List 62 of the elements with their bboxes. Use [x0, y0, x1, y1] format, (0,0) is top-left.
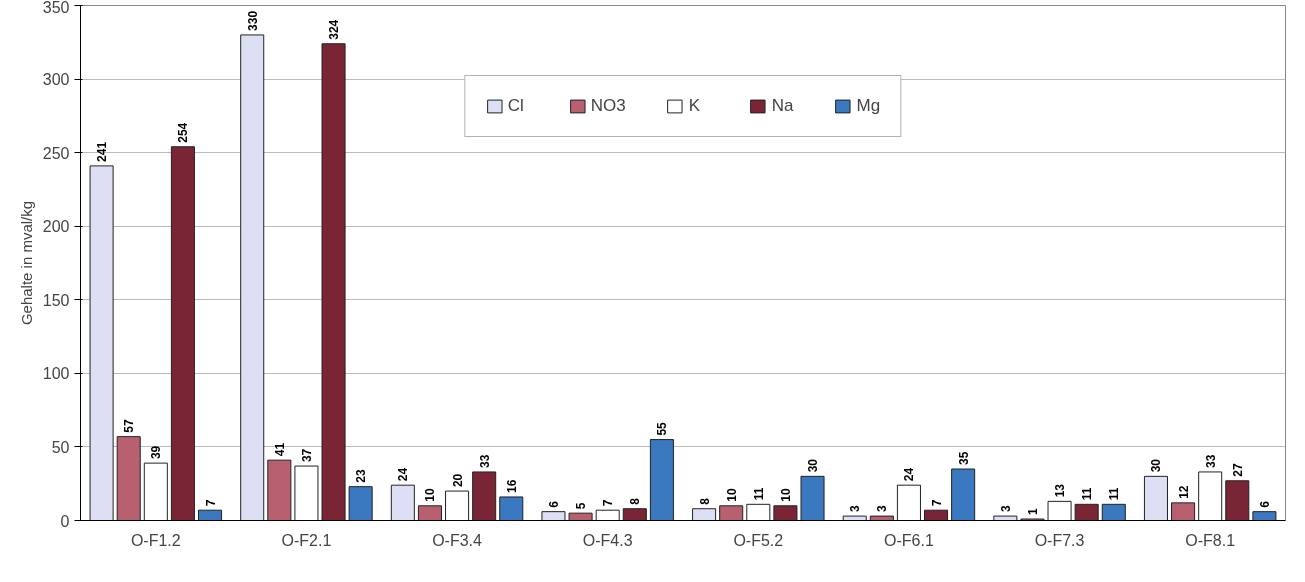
legend-label: Cl [507, 96, 525, 116]
data-label: 8 [697, 497, 712, 505]
x-tick-label: O-F7.3 [1034, 531, 1085, 549]
data-label: 10 [724, 488, 739, 502]
data-label: 27 [1230, 463, 1245, 477]
y-tick-label: 150 [42, 291, 70, 309]
data-label: 55 [655, 421, 670, 436]
data-label: 12 [1176, 485, 1191, 499]
data-label: 10 [423, 488, 438, 502]
data-label: 23 [354, 468, 369, 483]
data-label: 241 [95, 141, 110, 162]
data-label: 10 [778, 488, 793, 502]
data-label: 3 [848, 505, 863, 513]
legend-label: NO3 [590, 96, 626, 116]
y-tick-label: 200 [42, 218, 70, 236]
y-tick-label: 300 [42, 71, 70, 89]
data-label: 3 [998, 505, 1013, 513]
data-label: 3 [875, 505, 890, 513]
x-tick-label: O-F5.2 [733, 531, 784, 549]
x-tick-label: O-F4.3 [582, 531, 633, 549]
y-tick-label: 250 [42, 144, 70, 162]
data-label: 57 [122, 418, 137, 433]
data-label: 8 [628, 497, 643, 505]
y-tick-label: 350 [42, 0, 70, 16]
data-label: 5 [574, 502, 589, 510]
data-label: 39 [149, 445, 164, 460]
data-label: 1 [1025, 508, 1040, 516]
data-label: 6 [546, 500, 561, 508]
data-label: 11 [1080, 487, 1095, 501]
x-tick-label: O-F3.4 [432, 531, 483, 549]
x-tick-label: O-F6.1 [884, 531, 934, 549]
x-tick-label: O-F1.2 [130, 531, 181, 549]
x-tick-label: O-F2.1 [281, 531, 332, 549]
y-axis-title: Gehalte in mval/kg [17, 200, 35, 326]
legend-label: K [688, 96, 702, 116]
data-label: 20 [450, 473, 465, 488]
data-label: 7 [203, 499, 218, 507]
legend-label: Mg [856, 96, 881, 116]
data-label: 254 [176, 122, 191, 143]
data-label: 24 [396, 467, 411, 482]
data-label: 41 [272, 442, 287, 457]
data-label: 24 [902, 467, 917, 482]
data-label: 33 [477, 454, 492, 468]
data-label: 13 [1053, 483, 1068, 498]
data-label: 330 [245, 10, 260, 31]
data-label: 11 [1107, 487, 1122, 501]
data-label: 16 [504, 479, 519, 493]
y-tick-label: 0 [60, 512, 70, 530]
x-tick-label: O-F8.1 [1185, 531, 1236, 549]
data-label: 6 [1257, 500, 1272, 508]
data-label: 30 [806, 458, 821, 473]
data-label: 11 [751, 487, 766, 501]
data-label: 7 [929, 499, 944, 507]
data-label: 37 [299, 448, 314, 463]
data-label: 7 [601, 499, 616, 507]
legend-label: Na [771, 96, 794, 116]
data-label: 35 [956, 451, 971, 465]
data-label: 30 [1149, 458, 1164, 473]
y-tick-label: 100 [42, 365, 70, 383]
data-label: 324 [327, 19, 342, 40]
y-tick-label: 50 [51, 438, 70, 456]
data-label: 33 [1203, 454, 1218, 468]
